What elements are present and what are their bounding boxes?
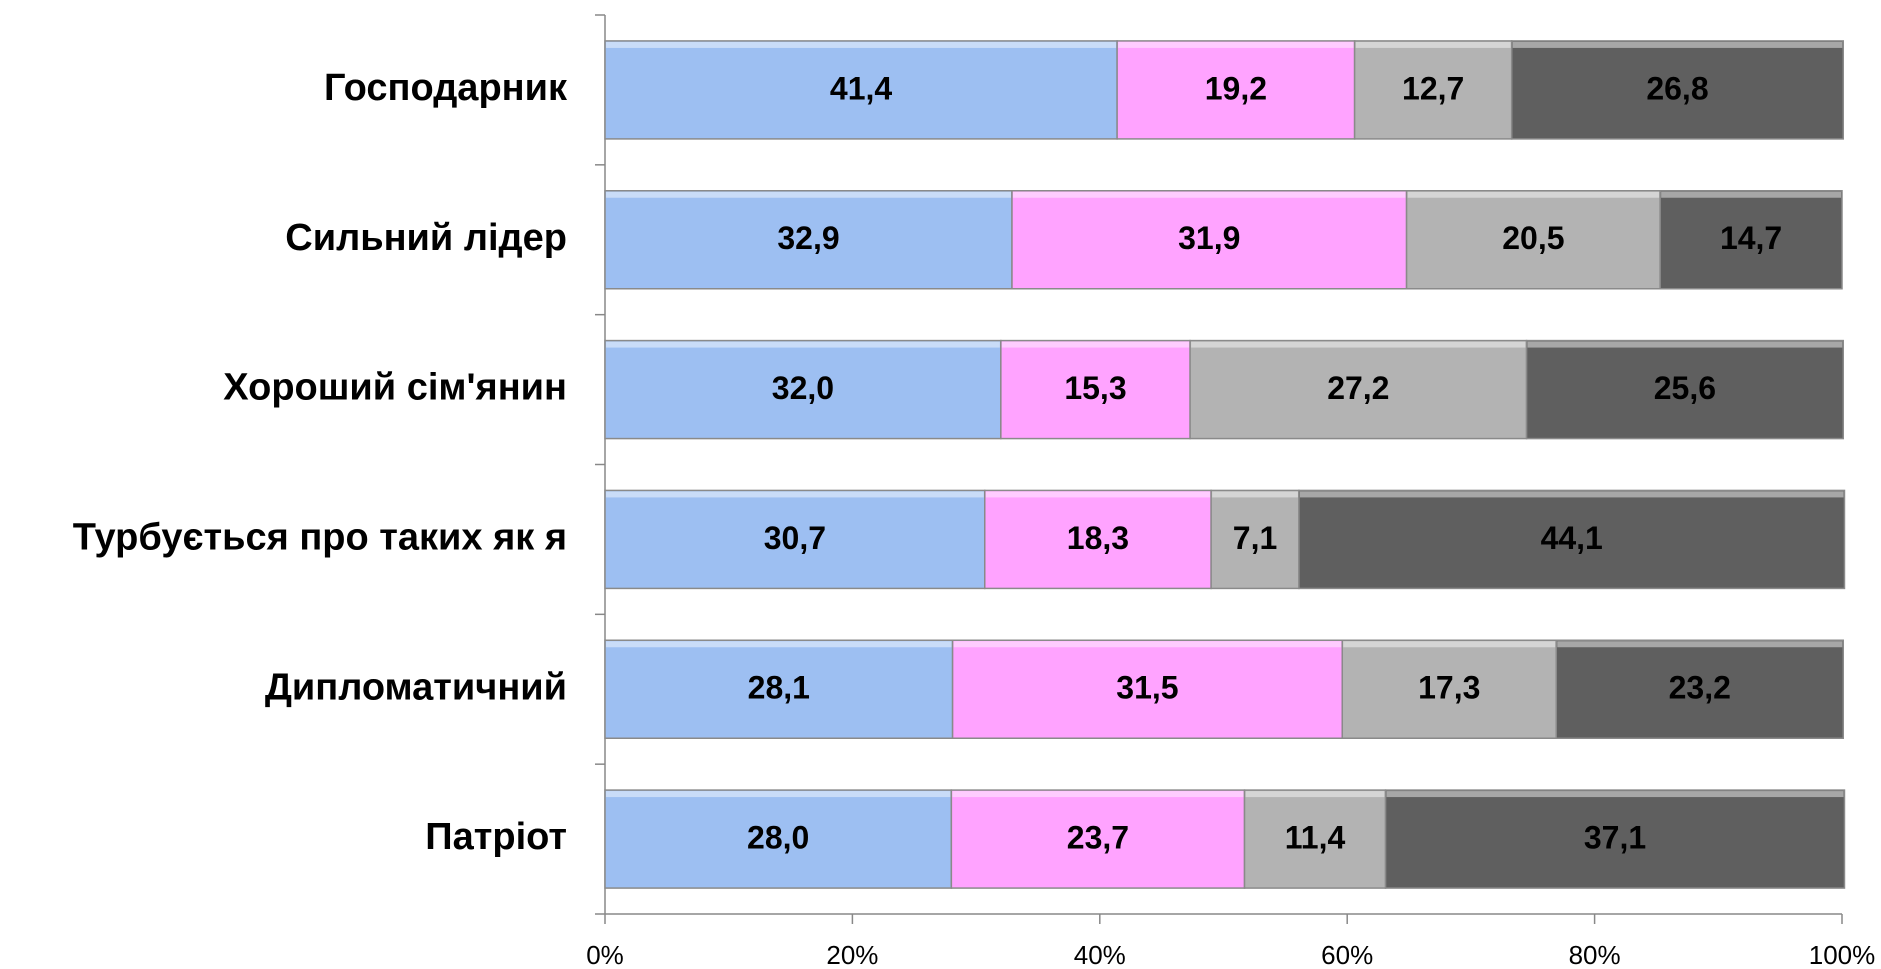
bar-highlight [606, 491, 984, 498]
bar-segment [1405, 190, 1661, 290]
bar-highlight [1299, 491, 1844, 498]
bar-segment [604, 339, 1002, 440]
category-label: Патріот [425, 816, 567, 858]
bar-highlight [1512, 41, 1843, 48]
bar-segment [1510, 40, 1844, 140]
bar-segment [1189, 339, 1528, 440]
value-label: 31,9 [1178, 220, 1240, 256]
category-label: Хороший сім'янин [223, 367, 567, 409]
bar-highlight [1386, 791, 1844, 798]
bar-segment [1353, 40, 1513, 140]
value-label: 7,1 [1233, 520, 1277, 556]
bar-highlight [606, 341, 1000, 348]
bar-highlight [1118, 41, 1354, 48]
bar-highlight [1527, 341, 1843, 348]
value-label: 12,7 [1402, 70, 1464, 106]
value-label: 41,4 [830, 70, 892, 106]
bar-highlight [1001, 341, 1190, 348]
bar-segment [604, 639, 954, 739]
bar-segment [1000, 339, 1191, 440]
bar-segment [604, 789, 953, 889]
bar-segment [1525, 339, 1844, 440]
bar-highlight [1191, 341, 1526, 348]
value-label: 23,2 [1669, 670, 1731, 706]
x-tick-label: 100% [1809, 940, 1876, 969]
value-label: 18,3 [1067, 520, 1129, 556]
category-label: Турбується про таких як я [73, 516, 567, 558]
bar-highlight [1661, 191, 1841, 198]
bar-highlight [606, 791, 951, 798]
value-label: 11,4 [1285, 820, 1346, 856]
x-tick-label: 0% [586, 940, 624, 969]
category-label: Дипломатичний [265, 666, 567, 708]
value-label: 23,7 [1067, 820, 1129, 856]
value-label: 26,8 [1646, 70, 1708, 106]
category-label: Господарник [324, 67, 568, 109]
bar-highlight [952, 791, 1244, 798]
bar-highlight [953, 641, 1342, 648]
bar-highlight [1245, 791, 1385, 798]
bar-segment [604, 190, 1013, 290]
value-label: 27,2 [1327, 370, 1389, 406]
x-tick-label: 20% [826, 940, 878, 969]
x-tick-label: 40% [1074, 940, 1126, 969]
value-label: 14,7 [1720, 220, 1782, 256]
bar-segment [1210, 489, 1300, 590]
bar-segment [1341, 639, 1558, 739]
value-label: 20,5 [1502, 220, 1564, 256]
value-label: 28,0 [747, 820, 809, 856]
value-label: 30,7 [764, 520, 826, 556]
bar-highlight [606, 41, 1117, 48]
value-label: 25,6 [1654, 370, 1716, 406]
bar-highlight [606, 641, 952, 648]
bar-highlight [1012, 191, 1406, 198]
x-tick-label: 60% [1321, 940, 1373, 969]
bar-highlight [1212, 491, 1298, 498]
value-label: 44,1 [1541, 520, 1603, 556]
bar-highlight [985, 491, 1211, 498]
bar-segment [1011, 190, 1408, 290]
bar-segment [1384, 789, 1846, 889]
value-label: 32,0 [772, 370, 834, 406]
bar-highlight [606, 191, 1011, 198]
category-label: Сильний лідер [285, 217, 567, 259]
value-label: 31,5 [1116, 670, 1178, 706]
bar-highlight [1407, 191, 1660, 198]
bar-segment [604, 40, 1118, 140]
value-label: 19,2 [1205, 70, 1267, 106]
value-label: 17,3 [1418, 670, 1480, 706]
bar-segment [1555, 639, 1844, 739]
value-label: 32,9 [777, 220, 839, 256]
bar-segment [1243, 789, 1387, 889]
bar-segment [1659, 190, 1843, 290]
bar-segment [951, 639, 1344, 739]
bar-highlight [1355, 41, 1511, 48]
bar-segment [604, 489, 986, 590]
value-label: 37,1 [1584, 820, 1646, 856]
value-label: 28,1 [748, 670, 810, 706]
bar-highlight [1343, 641, 1556, 648]
x-tick-label: 80% [1569, 940, 1621, 969]
bar-highlight [1557, 641, 1843, 648]
bar-segment [984, 489, 1212, 590]
bar-segment [1298, 489, 1846, 590]
value-label: 15,3 [1064, 370, 1126, 406]
